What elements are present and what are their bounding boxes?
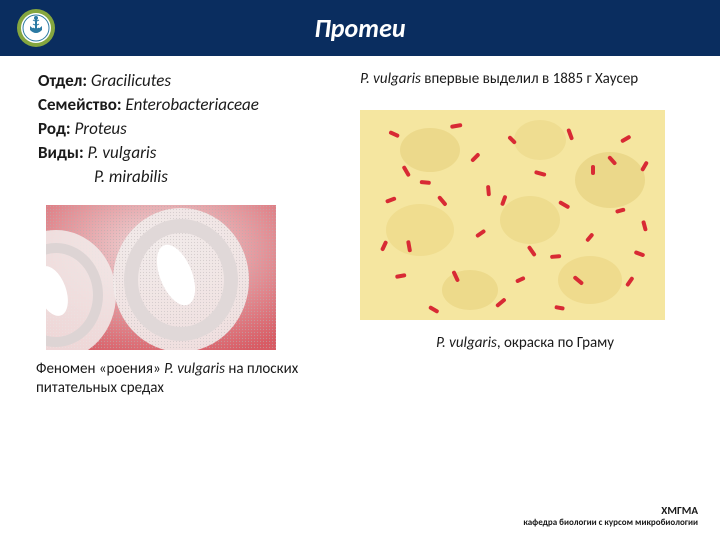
species-ital: P. vulgaris [360,70,421,88]
tax-value: P. vulgaris [88,142,157,163]
footer-institution: ХМГМА [523,504,698,517]
tax-value: Gracilicutes [91,70,171,91]
discovery-text: P. vulgaris впервые выделил в 1885 г Хау… [360,70,690,90]
caption-ital: P. vulgaris [436,334,497,352]
left-column: Отдел: Gracilicutes Семейство: Enterobac… [38,70,354,398]
taxonomy-line: Род: Proteus [38,118,354,139]
taxonomy-line: Виды: P. vulgaris [38,142,354,163]
discovery-rest: впервые выделил в 1885 г Хаусер [421,70,638,88]
content-area: Отдел: Gracilicutes Семейство: Enterobac… [0,56,720,398]
figure1-caption: Феномен «роения» P. vulgaris на плоских … [36,360,306,398]
figure2-caption: P. vulgaris, окраска по Граму [360,334,690,352]
footer-department: кафедра биологии с курсом микробиологии [523,517,698,528]
right-column: P. vulgaris впервые выделил в 1885 г Хау… [354,70,690,398]
caption-text: Феномен «роения» [36,360,164,378]
caption-ital: P. vulgaris [164,360,225,378]
caption-text: , окраска по Граму [497,334,614,352]
tax-value: P. mirabilis [94,166,168,187]
tax-label: Род: [38,118,71,139]
tax-value: Proteus [74,118,126,139]
tax-value: Enterobacteriaceae [125,94,259,115]
figure-gram-stain [360,110,665,320]
tax-label: Отдел: [38,70,87,91]
figure-swarming [46,205,276,350]
tax-label: Виды: [38,142,84,163]
institution-logo [16,8,56,48]
taxonomy-line: Отдел: Gracilicutes [38,70,354,91]
taxonomy-extra: P. mirabilis [38,166,354,187]
slide-title: Протеи [0,12,720,44]
header-bar: Протеи [0,0,720,56]
tax-label: Семейство: [38,94,122,115]
taxonomy-block: Отдел: Gracilicutes Семейство: Enterobac… [38,70,354,187]
taxonomy-line: Семейство: Enterobacteriaceae [38,94,354,115]
footer: ХМГМА кафедра биологии с курсом микробио… [523,504,698,528]
